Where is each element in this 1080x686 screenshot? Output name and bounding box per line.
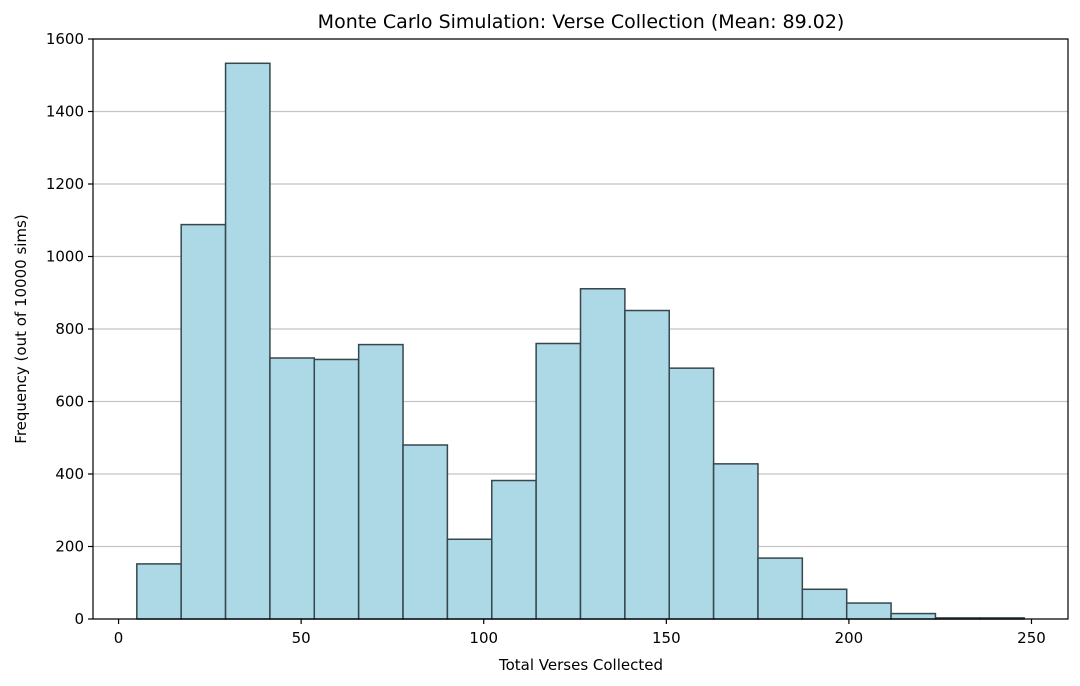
- histogram-bar: [313, 358, 360, 620]
- histogram-bars: [136, 62, 1025, 620]
- histogram-bar: [535, 342, 582, 620]
- histogram-bar: [446, 538, 493, 620]
- x-tick-label: 250: [1017, 629, 1046, 647]
- x-tick-label: 150: [652, 629, 681, 647]
- histogram-bar: [357, 343, 404, 620]
- histogram-bar: [712, 463, 759, 620]
- histogram-bar: [845, 602, 892, 620]
- x-tick-label: 200: [835, 629, 864, 647]
- chart-title: Monte Carlo Simulation: Verse Collection…: [318, 11, 845, 33]
- histogram-bar: [402, 444, 449, 620]
- histogram-bar: [801, 588, 848, 620]
- histogram-bar: [890, 612, 937, 620]
- x-tick-label: 0: [114, 629, 124, 647]
- histogram-bar: [757, 557, 804, 620]
- histogram-bar: [136, 563, 182, 620]
- x-axis-ticks: 0 50 100 150 200 250: [114, 619, 1046, 647]
- x-tick-label: 50: [292, 629, 311, 647]
- histogram-bar: [180, 223, 227, 620]
- histogram-bar: [579, 288, 626, 620]
- y-axis-label: Frequency (out of 10000 sims): [12, 214, 30, 443]
- y-tick-label: 1400: [46, 103, 84, 121]
- histogram-bar: [224, 62, 271, 620]
- y-tick-label: 800: [55, 320, 84, 338]
- y-tick-label: 0: [74, 610, 84, 628]
- y-axis-ticks: 0 200 400 600 800 1000 1200 1400 1600: [46, 30, 93, 628]
- x-axis-label: Total Verses Collected: [498, 656, 663, 674]
- y-tick-label: 1000: [46, 248, 84, 266]
- y-tick-label: 200: [55, 538, 84, 556]
- histogram-bar: [668, 367, 715, 620]
- y-tick-label: 400: [55, 465, 84, 483]
- y-tick-label: 600: [55, 393, 84, 411]
- y-tick-label: 1200: [46, 175, 84, 193]
- histogram-bar: [491, 479, 537, 620]
- histogram-bar: [269, 357, 316, 620]
- y-tick-label: 1600: [46, 30, 84, 48]
- histogram-bar: [624, 309, 670, 620]
- x-tick-label: 100: [469, 629, 498, 647]
